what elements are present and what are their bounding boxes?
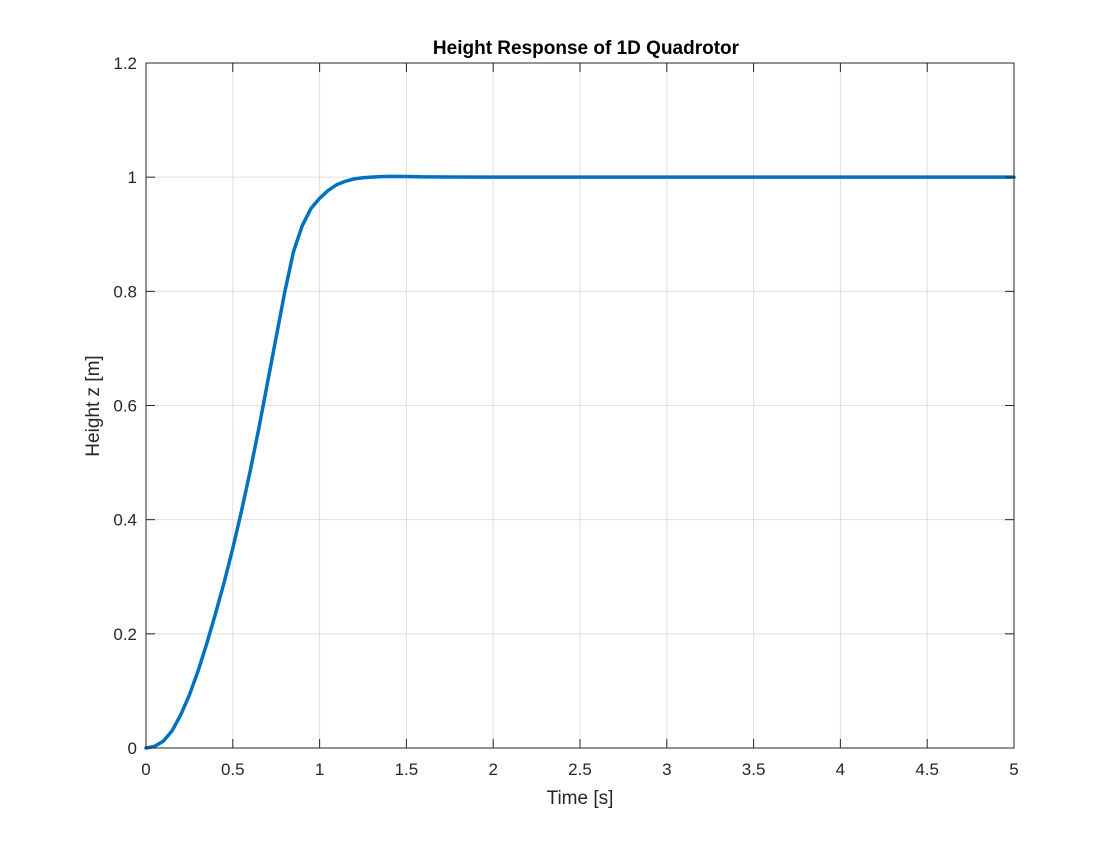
x-tick-label: 1.5 <box>395 760 419 779</box>
y-tick-label: 0 <box>128 739 137 758</box>
y-tick-label: 1.2 <box>113 54 137 73</box>
y-tick-label: 0.8 <box>113 282 137 301</box>
x-tick-label: 5 <box>1009 760 1018 779</box>
x-tick-label: 0.5 <box>221 760 245 779</box>
x-tick-label: 3 <box>662 760 671 779</box>
x-tick-label: 3.5 <box>742 760 766 779</box>
series-line-0 <box>144 174 1016 750</box>
x-tick-label: 2.5 <box>568 760 592 779</box>
y-tick-label: 0.4 <box>113 511 137 530</box>
ticks: 0 0.5 1 1.5 2 2.5 3 3.5 4 4.5 5 0 0.2 0.4 0.6 0.8 1 1.2 <box>113 54 1018 779</box>
y-tick-label: 1 <box>128 168 137 187</box>
y-tick-label: 0.2 <box>113 625 137 644</box>
x-tick-label: 2 <box>488 760 497 779</box>
x-tick-label: 0 <box>141 760 150 779</box>
x-axis-title: Time [s] <box>547 788 614 809</box>
series-layer <box>144 174 1016 750</box>
x-tick-label: 1 <box>315 760 324 779</box>
y-axis-title: Height z [m] <box>83 355 104 456</box>
x-tick-label: 4.5 <box>915 760 939 779</box>
chart-title: Height Response of 1D Quadrotor <box>433 38 740 59</box>
y-tick-label: 0.6 <box>113 397 137 416</box>
x-tick-label: 4 <box>836 760 845 779</box>
